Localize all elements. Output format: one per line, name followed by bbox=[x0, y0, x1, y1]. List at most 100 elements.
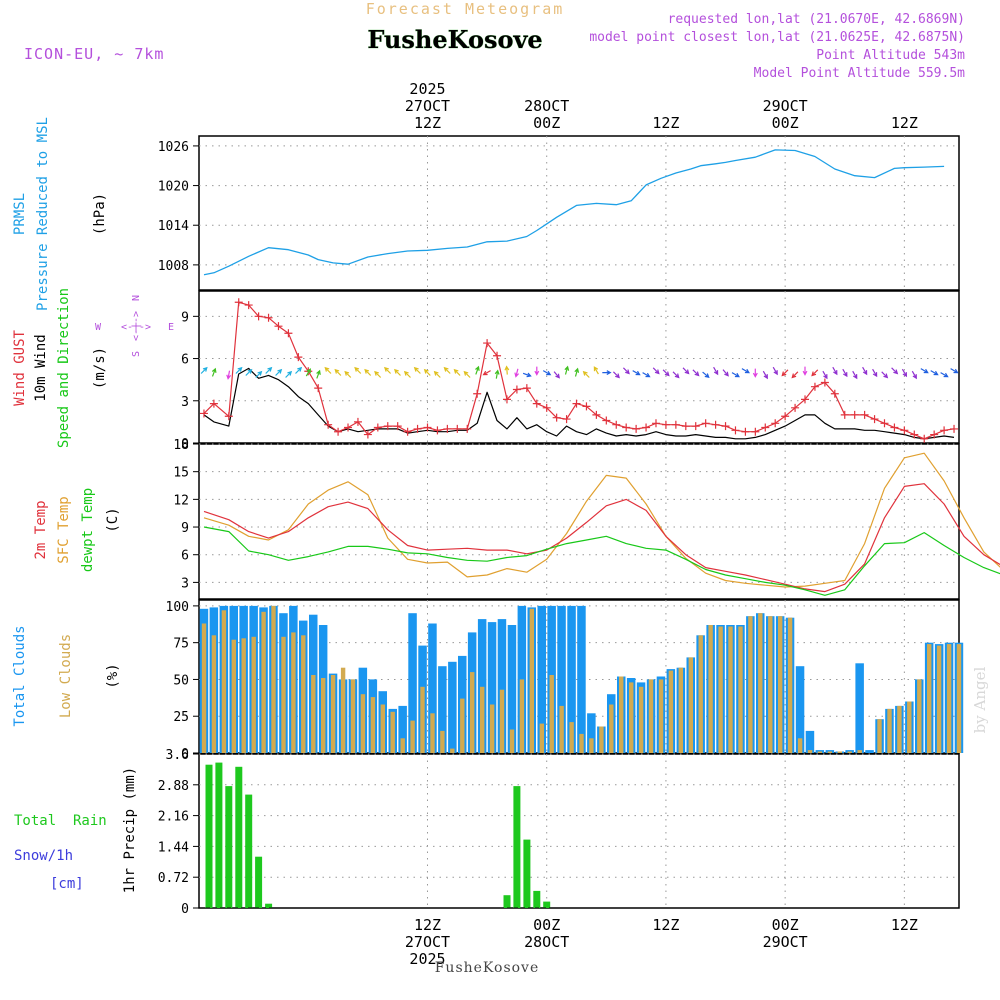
compass-w: W bbox=[95, 322, 102, 333]
gust-marker bbox=[463, 424, 472, 433]
gust-marker bbox=[353, 417, 362, 426]
total-cloud-bar bbox=[865, 750, 874, 753]
wind-direction-arrow bbox=[612, 371, 620, 379]
wind-direction-arrow bbox=[642, 372, 651, 378]
wind-direction-arrow bbox=[950, 368, 959, 374]
top-time-label: 28OCT bbox=[524, 97, 569, 115]
low-cloud-bar bbox=[350, 679, 356, 753]
gust-marker bbox=[771, 419, 780, 428]
compass-arrows: <-|-> bbox=[131, 311, 142, 341]
precip-unit: 1hr Precip (mm) bbox=[122, 767, 138, 893]
wind-direction-arrow bbox=[413, 366, 421, 374]
wind-direction-arrow bbox=[772, 366, 778, 376]
wind-direction-arrow bbox=[305, 368, 311, 377]
gust-marker bbox=[199, 409, 208, 418]
gust-marker bbox=[711, 420, 720, 429]
total-cloud-bar bbox=[487, 622, 497, 753]
y-tick-label: 9 bbox=[181, 310, 189, 325]
gust-line bbox=[203, 301, 955, 440]
panel-frame bbox=[198, 135, 960, 291]
low-cloud-bar bbox=[728, 626, 733, 753]
gust-marker bbox=[304, 367, 313, 376]
compass-rose: N <-|-> S W <-|-> E bbox=[95, 295, 174, 357]
bottom-time-label: 28OCT bbox=[524, 933, 569, 951]
low-cloud-bar bbox=[251, 636, 256, 753]
wind-direction-arrow bbox=[822, 370, 828, 380]
wind-direction-arrow bbox=[940, 372, 949, 378]
low-cloud-bar bbox=[797, 738, 803, 753]
total-cloud-bar bbox=[398, 705, 407, 753]
wind-direction-arrow bbox=[285, 370, 293, 378]
gust-marker bbox=[731, 426, 740, 435]
wind-direction-arrow bbox=[334, 368, 342, 376]
gust-marker bbox=[209, 399, 218, 408]
y-tick-label: 1.44 bbox=[158, 840, 189, 855]
gust-marker bbox=[681, 422, 690, 431]
low-clouds-label: Low Clouds bbox=[58, 634, 74, 718]
y-tick-label: 100 bbox=[166, 600, 189, 615]
wind-direction-arrow bbox=[200, 366, 208, 374]
gust-marker bbox=[254, 312, 263, 321]
wind-direction-arrow bbox=[911, 370, 917, 380]
gust-marker bbox=[383, 422, 392, 431]
low-cloud-bar bbox=[400, 738, 405, 753]
low-cloud-bar bbox=[261, 611, 266, 753]
top-time-label: 12Z bbox=[891, 114, 918, 132]
temperature-panel bbox=[203, 452, 1000, 596]
snow-unit: [cm] bbox=[50, 876, 84, 892]
watermark: by Angel bbox=[971, 666, 989, 733]
gust-marker bbox=[820, 378, 829, 387]
low-cloud-bar bbox=[956, 644, 962, 753]
gust-marker bbox=[642, 423, 651, 432]
low-cloud-bar bbox=[589, 738, 594, 753]
low-cloud-bar bbox=[648, 679, 654, 753]
point-altitude: Point Altitude 543m bbox=[816, 48, 965, 63]
total-cloud-bar bbox=[497, 619, 507, 753]
wind-direction-arrow bbox=[762, 370, 768, 380]
gust-marker bbox=[622, 423, 631, 432]
y-tick-label: 2.16 bbox=[158, 810, 189, 825]
low-cloud-bar bbox=[936, 645, 942, 753]
gust-marker bbox=[552, 413, 561, 422]
dewpt-label: dewpt Temp bbox=[80, 488, 96, 572]
low-cloud-bar bbox=[509, 729, 515, 753]
low-cloud-bar bbox=[360, 694, 366, 753]
low-cloud-bar bbox=[420, 686, 425, 753]
y-tick-labels: 1008101410201026036936912151802550751000… bbox=[158, 140, 199, 917]
y-tick-label: 3 bbox=[181, 395, 189, 410]
wind-direction-arrow bbox=[265, 366, 273, 374]
low-cloud-bar bbox=[221, 610, 227, 753]
bottom-time-label: 12Z bbox=[891, 916, 918, 934]
y-tick-label: 18 bbox=[173, 438, 189, 453]
low-cloud-bar bbox=[539, 723, 544, 753]
low-cloud-bar bbox=[321, 678, 326, 753]
wind-direction-arrow bbox=[354, 366, 362, 374]
low-cloud-bar bbox=[698, 635, 703, 753]
pressure-label-1: PRMSL bbox=[12, 193, 28, 235]
total-cloud-bar bbox=[805, 730, 815, 753]
low-cloud-bar bbox=[301, 635, 306, 753]
panel-frame bbox=[198, 443, 960, 600]
gust-marker bbox=[234, 298, 243, 307]
gust-marker bbox=[542, 403, 551, 412]
model-label: ICON-EU, ~ 7km bbox=[24, 45, 164, 63]
total-cloud-bar bbox=[855, 663, 864, 753]
gust-marker bbox=[413, 424, 422, 433]
gust-marker bbox=[284, 329, 293, 338]
wind-direction-arrow bbox=[791, 371, 799, 379]
low-cloud-bar bbox=[718, 626, 723, 753]
gust-marker bbox=[661, 420, 670, 429]
wind-direction-arrow bbox=[475, 365, 480, 375]
wind-direction-arrow bbox=[245, 368, 253, 376]
y-tick-label: 0 bbox=[181, 902, 189, 917]
top-time-axis: 202527OCT12Z28OCT00Z12Z29OCT00Z12Z30OCT0… bbox=[405, 80, 918, 132]
wind-direction-arrow bbox=[602, 370, 612, 376]
wind-direction-arrow bbox=[423, 368, 431, 376]
gust-marker bbox=[403, 427, 412, 436]
bottom-time-label: 12Z bbox=[652, 916, 679, 934]
gust-marker bbox=[930, 430, 939, 439]
gust-marker bbox=[751, 427, 760, 436]
dewpt-line bbox=[203, 526, 1000, 596]
gust-marker bbox=[602, 416, 611, 425]
gust-marker bbox=[880, 419, 889, 428]
